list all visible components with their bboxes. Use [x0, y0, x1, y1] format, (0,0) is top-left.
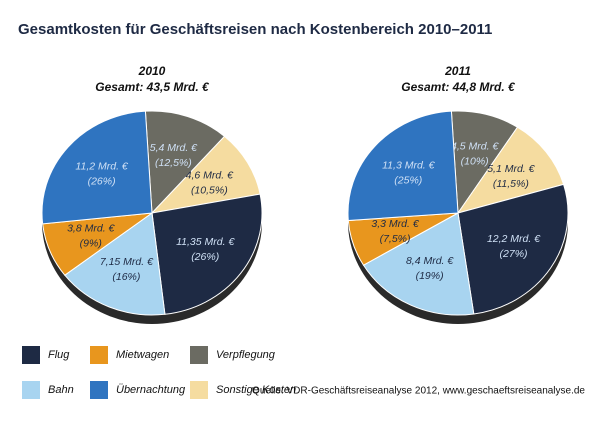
pie-slice — [456, 126, 565, 214]
legend-label: Übernachtung — [116, 384, 186, 396]
value-label: 3,8 Mrd. € — [67, 223, 115, 235]
share-label: (25%) — [394, 175, 422, 187]
value-label: 4,5 Mrd. € — [451, 141, 499, 153]
value-label: 8,4 Mrd. € — [406, 255, 454, 267]
value-label: 11,3 Mrd. € — [382, 160, 435, 172]
share-label: (10,5%) — [191, 184, 228, 196]
legend-label: Verpflegung — [216, 349, 276, 361]
pie-slice — [151, 193, 263, 315]
share-label: (26%) — [191, 251, 219, 263]
chart-title: Gesamtkosten für Geschäftsreisen nach Ko… — [18, 21, 492, 38]
source: Quelle: VDR-Geschäftsreiseanalyse 2012, … — [252, 386, 585, 397]
share-label: (10%) — [461, 156, 489, 168]
value-label: 11,35 Mrd. € — [176, 236, 235, 248]
legend-label: Bahn — [48, 384, 74, 396]
share-label: (16%) — [112, 271, 140, 283]
value-label: 4,6 Mrd. € — [186, 169, 234, 181]
share-label: (11,5%) — [493, 178, 529, 190]
pie-subtitle: Gesamt: 44,8 Mrd. € — [401, 80, 516, 94]
pie-slice — [150, 135, 261, 214]
legend-swatch — [22, 346, 40, 364]
share-label: (27%) — [500, 248, 528, 260]
value-label: 7,15 Mrd. € — [100, 256, 154, 268]
pie-slice — [362, 212, 475, 316]
pie-subtitle: Gesamt: 43,5 Mrd. € — [95, 80, 210, 94]
pie-slice — [41, 110, 153, 225]
legend-label: Mietwagen — [116, 349, 169, 361]
share-label: (9%) — [80, 238, 102, 250]
value-label: 12,2 Mrd. € — [487, 233, 541, 245]
value-label: 11,2 Mrd. € — [75, 160, 128, 172]
pie-slice — [144, 110, 226, 215]
share-label: (12,5%) — [155, 157, 192, 169]
pie-title: 2011 — [444, 64, 471, 78]
share-label: (7,5%) — [380, 233, 411, 245]
legend-swatch — [190, 346, 208, 364]
value-label: 3,3 Mrd. € — [371, 218, 419, 230]
legend-swatch — [190, 381, 208, 399]
share-label: (19%) — [416, 270, 444, 282]
share-label: (26%) — [88, 175, 116, 187]
legend-swatch — [22, 381, 40, 399]
pie-slice — [64, 212, 166, 316]
legend-swatch — [90, 381, 108, 399]
value-label: 5,4 Mrd. € — [150, 142, 198, 154]
legend-label: Flug — [48, 349, 70, 361]
pie-title: 2010 — [138, 64, 166, 78]
pie-slice — [347, 110, 459, 222]
pie-slice — [457, 183, 569, 315]
value-label: 5,1 Mrd. € — [487, 163, 535, 175]
legend-swatch — [90, 346, 108, 364]
legend-label: Sonstige Kosten — [216, 384, 296, 396]
